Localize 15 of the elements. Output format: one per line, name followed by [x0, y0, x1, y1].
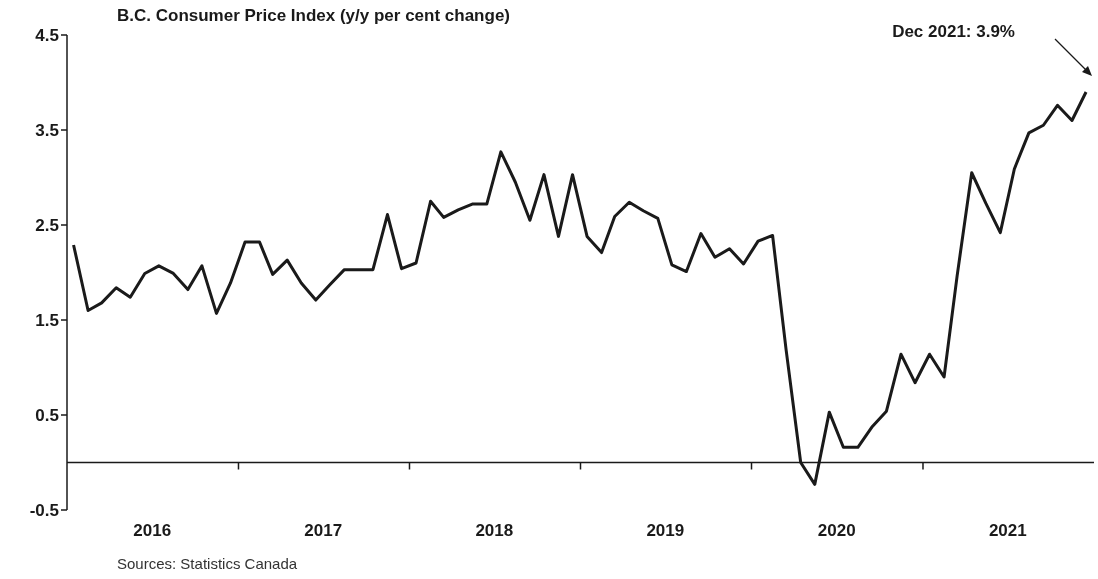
- x-tick-label: 2016: [133, 521, 172, 540]
- y-tick-label: 2.5: [35, 216, 59, 236]
- y-tick-label: 3.5: [35, 121, 59, 141]
- y-tick-label: -0.5: [29, 501, 59, 521]
- source-note: Sources: Statistics Canada: [117, 555, 298, 572]
- x-tick-label: 2020: [817, 521, 856, 540]
- x-tick-label: 2018: [475, 521, 514, 540]
- y-tick-label: 1.5: [35, 311, 59, 331]
- x-tick-label: 2021: [988, 521, 1027, 540]
- y-tick-label: 0.5: [35, 406, 59, 426]
- x-tick-label: 2017: [304, 521, 343, 540]
- chart-title: B.C. Consumer Price Index (y/y per cent change): [117, 6, 511, 26]
- y-tick-label: 4.5: [35, 26, 59, 46]
- x-tick-label: 2019: [646, 521, 685, 540]
- annotation: Dec 2021: 3.9%: [892, 22, 1015, 42]
